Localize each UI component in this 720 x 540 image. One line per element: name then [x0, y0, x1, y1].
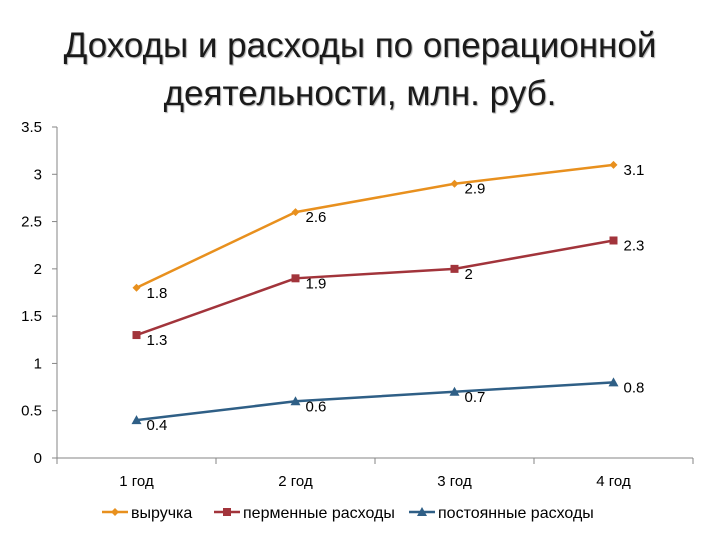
data-point: [450, 179, 459, 188]
legend-marker: [111, 508, 119, 516]
data-point: [132, 331, 141, 340]
x-tick-label: 1 год: [119, 473, 154, 490]
legend-label: выручка: [131, 505, 192, 522]
data-point: [609, 236, 618, 245]
x-tick-label: 4 год: [596, 473, 631, 490]
data-label: 3.1: [624, 162, 645, 179]
y-tick-label: 1: [34, 355, 42, 372]
data-label: 0.8: [624, 379, 645, 396]
data-label: 2.3: [624, 237, 645, 254]
x-tick-label: 2 год: [278, 473, 313, 490]
data-point: [132, 283, 141, 292]
y-tick-label: 1.5: [21, 308, 42, 325]
data-label: 1.8: [147, 285, 168, 302]
data-point: [449, 386, 460, 396]
series-line-1: [135, 163, 614, 289]
data-point: [291, 208, 300, 217]
chart-title-line-1: Доходы и расходы по операционной: [63, 26, 657, 65]
data-point: [291, 274, 300, 283]
data-label: 2.6: [306, 209, 327, 226]
y-tick-label: 0.5: [21, 403, 42, 420]
data-point: [450, 264, 459, 273]
data-point: [609, 160, 618, 169]
chart-series: [131, 160, 619, 425]
y-tick-label: 3.5: [21, 119, 42, 136]
data-label: 0.7: [465, 389, 486, 406]
data-label: 1.3: [147, 332, 168, 349]
data-point: [290, 396, 301, 406]
y-tick-label: 2: [34, 261, 42, 278]
chart-axes: 0 0.5 1 1.5 2 2.5 3 3.5 1 год 2 год 3 год 4 год: [21, 119, 694, 490]
data-point: [131, 415, 142, 425]
data-label: 1.9: [306, 275, 327, 292]
y-tick-label: 3: [34, 166, 42, 183]
data-label: 2.9: [465, 181, 486, 198]
data-point: [608, 377, 619, 387]
chart-title-line-2: деятельности, млн. руб.: [163, 74, 557, 113]
x-tick-label: 3 год: [437, 473, 472, 490]
data-label: 0.6: [306, 398, 327, 415]
data-label: 0.4: [147, 417, 168, 434]
y-tick-label: 0: [34, 450, 42, 467]
chart-title: Доходы и расходы по операционной деятель…: [0, 22, 720, 118]
legend-label: постоянные расходы: [438, 505, 594, 522]
legend-marker: [223, 508, 231, 516]
series-line-3: [136, 381, 614, 422]
chart-data-labels: 1.8 2.6 2.9 3.1 1.3 1.9 2 2.3 0.4 0.6 0.7 0.8: [147, 162, 645, 434]
data-label: 2: [465, 266, 473, 283]
y-tick-label: 2.5: [21, 214, 42, 231]
legend-label: перменные расходы: [243, 505, 395, 522]
chart-legend: выручка перменные расходы постоянные расхо…: [102, 505, 594, 522]
series-line-2: [136, 239, 614, 337]
legend-marker: [417, 507, 427, 516]
